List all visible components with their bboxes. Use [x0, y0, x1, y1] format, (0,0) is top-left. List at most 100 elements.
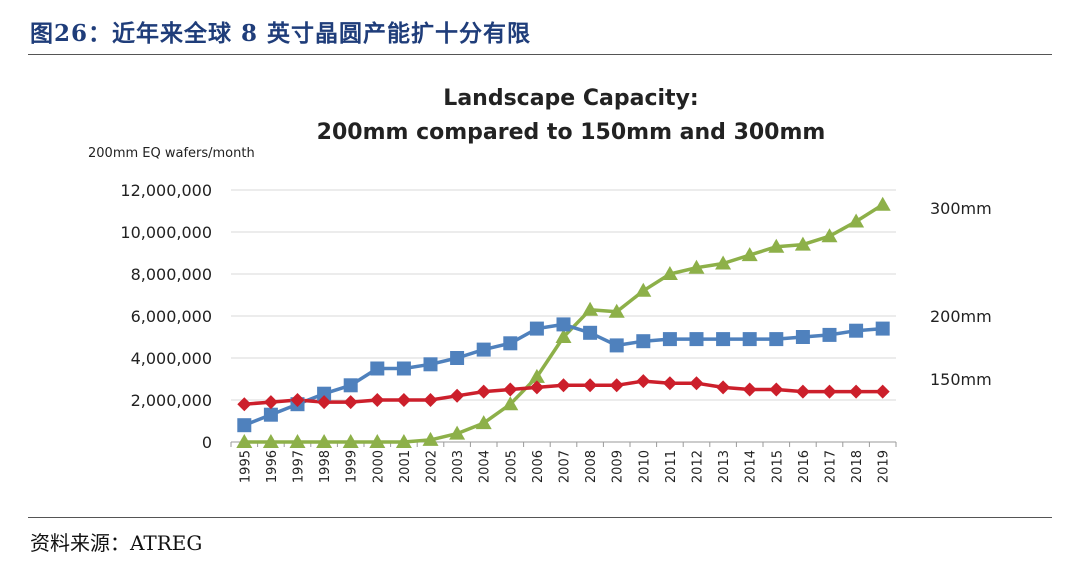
- data-point-300mm: [369, 434, 386, 448]
- chart-title-group: Landscape Capacity: 200mm compared to 150…: [317, 86, 826, 145]
- data-point-300mm: [741, 247, 758, 262]
- y-tick-label: 8,000,000: [131, 265, 212, 284]
- data-point-200mm: [583, 325, 598, 340]
- x-tick-label: 2004: [478, 450, 493, 483]
- x-tick-label: 2017: [824, 450, 839, 483]
- x-tick-label: 2007: [558, 450, 573, 483]
- x-tick-label: 2000: [371, 450, 386, 483]
- data-point-150mm: [716, 380, 731, 395]
- data-point-200mm: [769, 332, 784, 347]
- data-point-300mm: [582, 301, 599, 316]
- y-tick-label: 2,000,000: [131, 391, 212, 410]
- x-tick-label: 2019: [877, 450, 892, 483]
- x-tick-label: 2009: [611, 450, 626, 483]
- data-point-150mm: [503, 382, 518, 397]
- data-point-200mm: [609, 338, 624, 353]
- x-tick-label: 2010: [637, 450, 652, 483]
- data-point-300mm: [316, 434, 333, 448]
- data-point-200mm: [529, 321, 544, 336]
- data-point-150mm: [875, 384, 890, 399]
- data-point-200mm: [875, 321, 890, 336]
- data-point-300mm: [502, 396, 519, 411]
- data-point-200mm: [450, 351, 465, 365]
- data-point-300mm: [635, 282, 652, 297]
- data-point-150mm: [476, 384, 491, 399]
- top-divider: [28, 54, 1052, 55]
- x-tick-label: 2013: [717, 450, 732, 483]
- data-point-200mm: [716, 332, 731, 347]
- chart-title-line-2: 200mm compared to 150mm and 300mm: [317, 120, 826, 145]
- y-tick-label: 6,000,000: [131, 307, 212, 326]
- data-point-150mm: [742, 382, 757, 397]
- data-point-150mm: [290, 393, 305, 407]
- data-point-150mm: [662, 376, 677, 391]
- data-point-200mm: [795, 330, 810, 344]
- data-point-300mm: [262, 434, 279, 448]
- x-tick-label: 2008: [584, 450, 599, 483]
- x-tick-label: 2002: [425, 450, 440, 483]
- data-point-300mm: [289, 434, 306, 448]
- x-axis: 1995 1996 1997 1998 1999 2000 2001 2002 2003 2004…: [230, 442, 897, 483]
- data-point-150mm: [263, 395, 278, 410]
- data-point-150mm: [689, 376, 704, 391]
- data-point-150mm: [237, 397, 252, 412]
- line-chart: Landscape Capacity: 200mm compared to 150…: [88, 86, 992, 483]
- data-point-150mm: [609, 378, 624, 393]
- data-point-200mm: [742, 332, 757, 347]
- y-tick-labels: 0 2,000,000 4,000,000 6,000,000 8,000,000 10,…: [120, 181, 212, 452]
- source-note: 资料来源：ATREG: [30, 531, 203, 555]
- data-point-150mm: [343, 395, 358, 410]
- data-point-200mm: [370, 361, 385, 376]
- x-tick-label: 2006: [531, 450, 546, 483]
- x-tick-label: 2016: [797, 450, 812, 483]
- data-point-200mm: [503, 336, 518, 351]
- data-point-150mm: [317, 395, 332, 410]
- data-point-150mm: [370, 393, 385, 407]
- data-point-150mm: [396, 393, 411, 407]
- y-tick-label: 0: [202, 433, 212, 452]
- x-tick-label: 1998: [318, 450, 333, 483]
- data-point-200mm: [237, 418, 252, 433]
- figure-title: 图26：近年来全球 8 英寸晶圆产能扩十分有限: [30, 20, 532, 47]
- data-point-300mm: [395, 434, 412, 448]
- data-point-300mm: [874, 196, 891, 211]
- data-point-300mm: [449, 425, 466, 440]
- data-point-200mm: [423, 357, 438, 372]
- data-point-200mm: [822, 327, 837, 342]
- data-point-200mm: [396, 361, 411, 376]
- data-point-150mm: [450, 388, 465, 403]
- data-point-200mm: [317, 386, 332, 401]
- data-point-150mm: [423, 393, 438, 407]
- data-point-300mm: [821, 228, 838, 243]
- x-tick-label: 2001: [398, 450, 413, 483]
- data-point-200mm: [636, 334, 651, 349]
- data-point-300mm: [768, 238, 785, 253]
- data-point-300mm: [422, 431, 439, 446]
- series-labels: 300mm 200mm 150mm: [930, 199, 992, 389]
- x-tick-label: 2011: [664, 450, 679, 483]
- x-tick-label: 2014: [744, 450, 759, 483]
- bottom-divider: [28, 517, 1052, 518]
- data-point-200mm: [476, 342, 491, 357]
- data-point-150mm: [583, 378, 598, 393]
- data-point-150mm: [795, 384, 810, 399]
- x-tick-label: 2015: [770, 450, 785, 483]
- y-tick-label: 4,000,000: [131, 349, 212, 368]
- data-point-300mm: [794, 236, 811, 251]
- data-point-150mm: [636, 374, 651, 389]
- x-tick-label: 1999: [345, 450, 360, 483]
- data-point-150mm: [849, 384, 864, 399]
- data-point-150mm: [769, 382, 784, 397]
- chart-title-line-1: Landscape Capacity:: [443, 86, 698, 111]
- data-point-200mm: [662, 332, 677, 347]
- x-tick-label: 2012: [691, 450, 706, 483]
- data-point-300mm: [528, 368, 545, 383]
- x-tick-label: 2003: [451, 450, 466, 483]
- series-markers: [236, 196, 891, 448]
- data-point-150mm: [822, 384, 837, 399]
- series-label-300mm: 300mm: [930, 199, 992, 218]
- data-point-300mm: [661, 266, 678, 280]
- data-point-150mm: [556, 378, 571, 393]
- y-axis-label: 200mm EQ wafers/month: [88, 146, 255, 161]
- data-point-300mm: [608, 303, 625, 318]
